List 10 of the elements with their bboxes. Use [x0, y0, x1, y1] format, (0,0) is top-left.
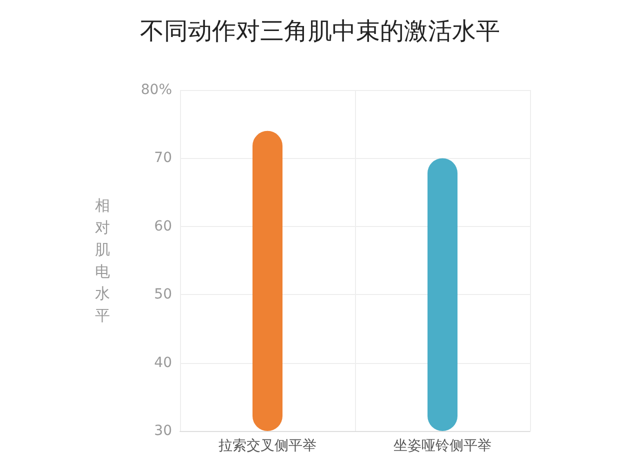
y-tick-label: 30 — [154, 423, 172, 439]
y-tick-label: 40 — [154, 354, 172, 371]
y-tick-label: 60 — [154, 218, 172, 234]
y-tick-label: 80% — [140, 82, 172, 98]
y-tick-label: 70 — [154, 150, 172, 166]
y-tick-label: 50 — [154, 286, 172, 303]
y-axis-title: 相对肌电水平 — [95, 196, 110, 324]
x-tick-label: 拉索交叉侧平举 — [218, 438, 316, 454]
x-tick-label: 坐姿哑铃侧平举 — [394, 438, 492, 454]
chart-title: 不同动作对三角肌中束的激活水平 — [140, 17, 500, 45]
